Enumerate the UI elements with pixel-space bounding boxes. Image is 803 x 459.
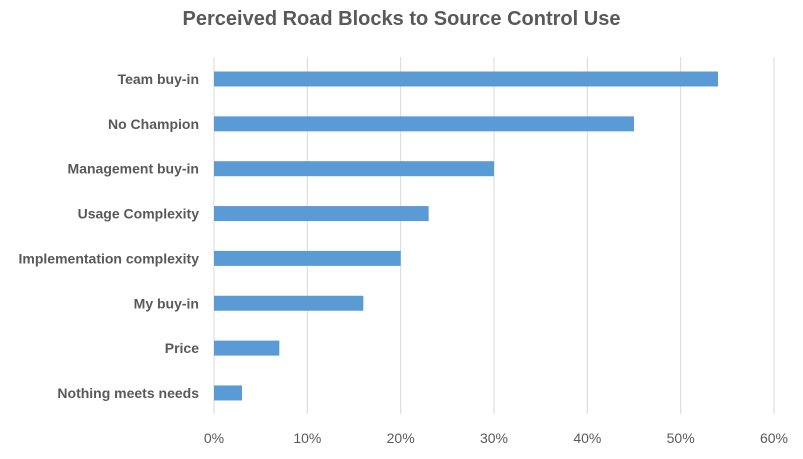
category-label: Usage Complexity	[78, 206, 200, 222]
bar	[214, 116, 634, 132]
bar	[214, 340, 280, 356]
category-label: Management buy-in	[68, 161, 199, 177]
category-label: Nothing meets needs	[57, 385, 199, 401]
x-tick-label: 40%	[573, 430, 601, 446]
x-tick-label: 60%	[760, 430, 788, 446]
bar	[214, 71, 718, 87]
x-tick-label: 20%	[387, 430, 415, 446]
x-tick-label: 50%	[667, 430, 695, 446]
x-tick-label: 10%	[293, 430, 321, 446]
category-label: Price	[165, 340, 199, 356]
x-tick-label: 30%	[480, 430, 508, 446]
bar	[214, 295, 364, 311]
chart-title: Perceived Road Blocks to Source Control …	[182, 8, 621, 30]
bar	[214, 250, 401, 266]
category-label: My buy-in	[134, 295, 199, 311]
category-label: Team buy-in	[118, 71, 199, 87]
bar	[214, 206, 429, 222]
x-tick-label: 0%	[204, 430, 224, 446]
category-label: Implementation complexity	[19, 250, 200, 266]
bar	[214, 385, 242, 401]
bar	[214, 161, 494, 177]
category-label: No Champion	[108, 116, 199, 132]
